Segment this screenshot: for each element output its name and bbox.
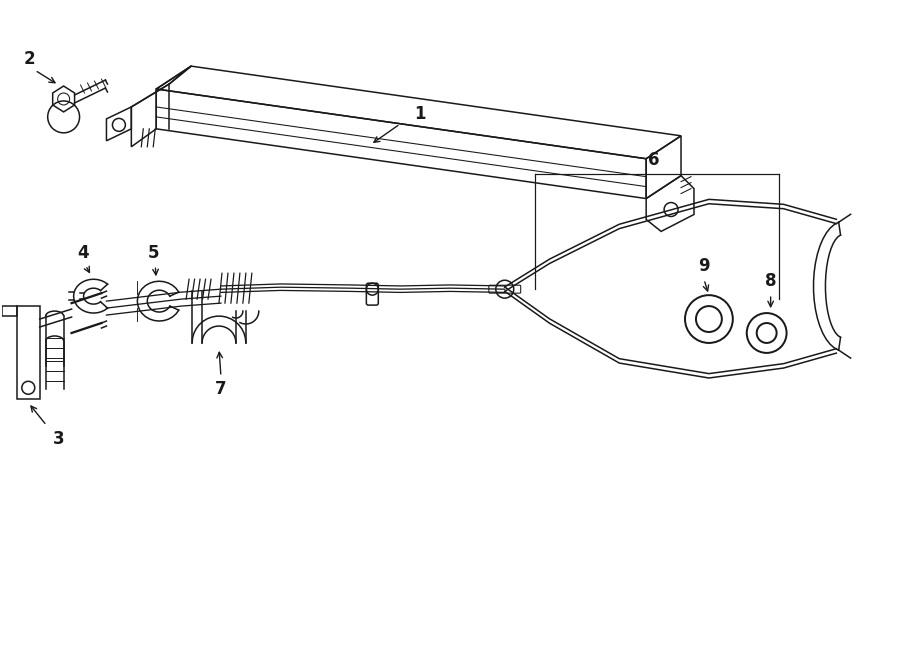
Text: 4: 4 bbox=[77, 245, 89, 262]
Text: 9: 9 bbox=[698, 257, 710, 275]
Text: 1: 1 bbox=[414, 105, 426, 123]
Text: 6: 6 bbox=[648, 151, 660, 169]
Text: 7: 7 bbox=[215, 380, 227, 398]
Text: 5: 5 bbox=[148, 245, 159, 262]
Text: 8: 8 bbox=[765, 272, 777, 290]
Text: 2: 2 bbox=[24, 50, 36, 68]
Text: 3: 3 bbox=[53, 430, 65, 447]
